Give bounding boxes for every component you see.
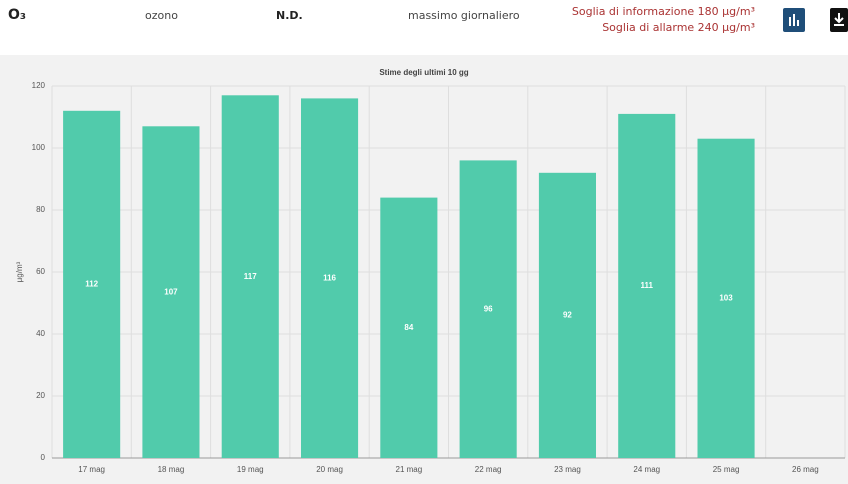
measure: massimo giornaliero (408, 9, 520, 22)
x-tick-label: 23 mag (554, 465, 581, 474)
download-button[interactable] (830, 8, 848, 32)
bar (63, 110, 121, 459)
x-tick-label: 20 mag (316, 465, 343, 474)
bar (301, 98, 359, 459)
status: N.D. (276, 9, 303, 22)
y-tick-label: 120 (32, 81, 46, 90)
x-tick-label: 26 mag (792, 465, 819, 474)
x-tick-label: 24 mag (633, 465, 660, 474)
value-label: 92 (563, 311, 572, 320)
y-axis-label: μg/m³ (15, 261, 24, 282)
bar (697, 138, 755, 458)
bar (459, 160, 517, 458)
bar (221, 95, 279, 459)
x-tick-label: 25 mag (713, 465, 740, 474)
thresholds: Soglia di informazione 180 μg/m³ Soglia … (560, 4, 755, 36)
x-tick-label: 21 mag (396, 465, 423, 474)
x-tick-label: 22 mag (475, 465, 502, 474)
y-tick-label: 80 (36, 205, 45, 214)
bar (142, 126, 200, 459)
y-tick-label: 60 (36, 267, 45, 276)
y-tick-label: 0 (41, 453, 46, 462)
value-label: 116 (323, 273, 336, 282)
value-label: 103 (719, 293, 733, 302)
x-tick-label: 19 mag (237, 465, 264, 474)
y-tick-label: 40 (36, 329, 45, 338)
bar (380, 197, 438, 458)
threshold: Soglia di allarme 240 μg/m³ (602, 21, 755, 34)
value-label: 96 (484, 304, 493, 313)
chart-title: Stime degli ultimi 10 gg (379, 68, 468, 77)
pollutant-name: ozono (145, 9, 178, 22)
x-tick-label: 17 mag (78, 465, 105, 474)
value-label: 111 (641, 281, 654, 290)
value-label: 112 (85, 280, 98, 289)
y-tick-label: 100 (32, 143, 46, 152)
chart: Stime degli ultimi 10 gg μg/m³ 0 20 40 60 80… (0, 55, 848, 484)
y-tick-label: 20 (36, 391, 45, 400)
x-tick-label: 18 mag (158, 465, 185, 474)
value-label: 117 (244, 272, 257, 281)
value-label: 107 (164, 287, 178, 296)
threshold: Soglia di informazione 180 μg/m³ (571, 5, 755, 18)
bar (618, 113, 676, 459)
chart-button[interactable] (783, 8, 805, 32)
value-label: 84 (404, 323, 413, 332)
bar (538, 172, 596, 459)
pollutant: O₃ (8, 7, 27, 23)
